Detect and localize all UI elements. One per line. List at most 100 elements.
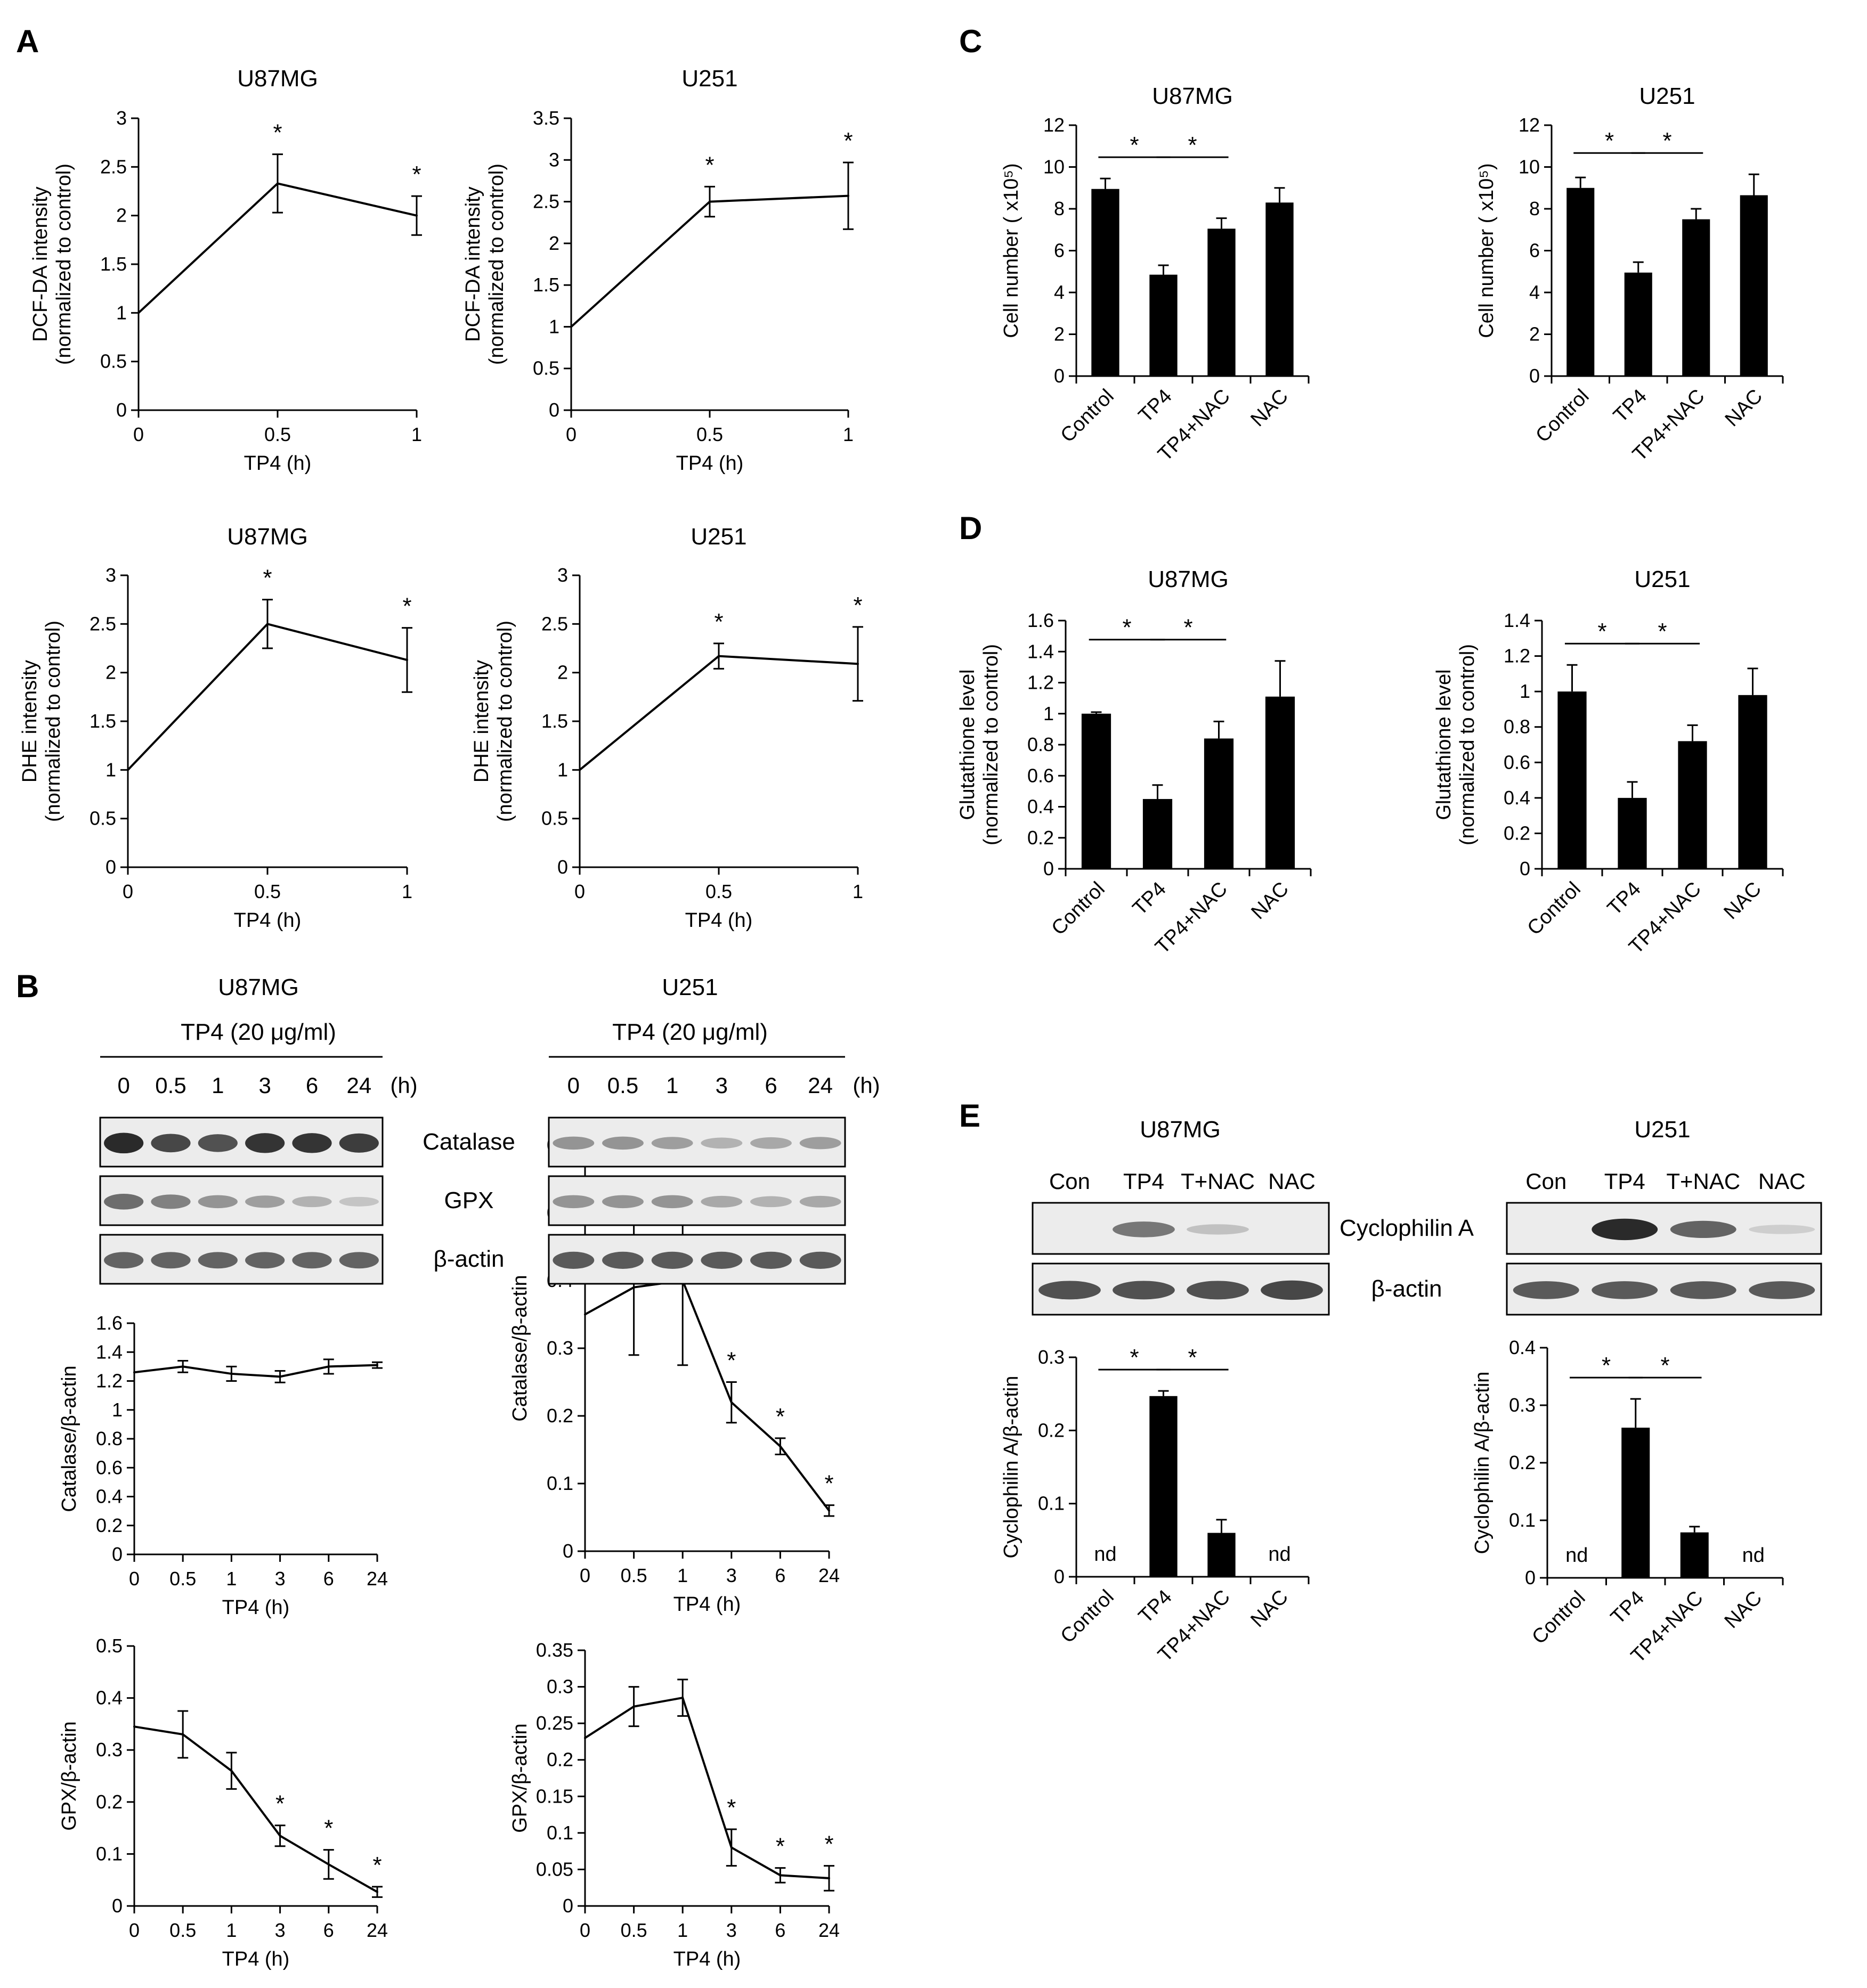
C2-sig-star: * [1662,128,1671,154]
blot-b-0-0-band [151,1134,191,1153]
C2-ytick-label: 2 [1529,323,1540,345]
blot-b-0-1-band [245,1195,285,1208]
blot-e-1-0-band [1670,1220,1736,1239]
C2-bar [1624,272,1652,376]
B3-ytick-label: 0.5 [96,1635,123,1657]
lane-label: T+NAC [1666,1169,1740,1194]
blot-b-1-0-band [651,1137,693,1150]
B3-sig-star: * [324,1815,333,1842]
B2-xtick-label: 24 [818,1565,840,1586]
blot-b-0-0-band [245,1133,285,1153]
C2-bar [1740,195,1768,376]
A4-data-point [857,663,859,665]
D1-bar [1142,799,1173,869]
chart-A1: 0 0.5 1 1.5 2 2.5 3 DCF-DA intensity (normalized… [29,66,422,475]
C1-ytick-label: 8 [1054,198,1065,219]
C1-ytick-label: 4 [1054,281,1065,303]
blot-b-0-1-band [292,1196,332,1208]
blot-b-1-1-band [750,1196,792,1208]
C2-title: U251 [1639,83,1695,109]
A4-xtick-label: 0.5 [705,881,732,902]
B1-xlabel: TP4 (h) [222,1596,290,1619]
E1-ytick-label: 0.1 [1038,1493,1065,1514]
B2-ytick-label: 0.2 [547,1405,573,1427]
D2-title: U251 [1634,566,1690,592]
C2-category-label: Control [1531,385,1593,447]
C1-ytick-label: 2 [1054,323,1065,345]
blot-b-0-0-band [104,1132,144,1154]
B1-xtick-label: 24 [367,1568,388,1590]
B3-ytick-label: 0.3 [96,1739,123,1761]
chart-E1: 0 0.1 0.2 0.3 Cyclophilin A/β-actin nd Control… [1000,1345,1310,1666]
A4-ylabel: DHE intensity [470,660,493,783]
blot-b-0-0-membrane [99,1117,384,1168]
A2-title: U251 [681,66,737,92]
B3-xtick-label: 24 [367,1919,388,1941]
E1-category-label: Control [1057,1586,1118,1648]
B4-data-point [632,1705,635,1708]
A2-ytick-label: 3 [549,149,559,170]
blot-b-1-2-membrane [548,1234,846,1285]
E1-bar-label: nd [1094,1543,1116,1566]
D1-bar [1081,713,1111,869]
B2-xtick-label: 0.5 [621,1565,647,1586]
blot-b-0-0-band [292,1133,332,1153]
B3-sig-star: * [275,1791,285,1817]
A4-ytick-label: 3 [557,564,568,586]
A4-ytick-label: 0 [557,856,568,878]
lane-label: 0 [117,1073,129,1098]
B4-data-point [584,1737,586,1739]
A4-ytick-label: 0.5 [541,808,568,829]
B4-data-point [681,1697,684,1699]
chart-B4: 0 0.05 0.1 0.15 0.2 0.25 0.3 0.35 GPX/β-actin 0 0.… [509,1639,840,1970]
lane-label: 0 [567,1073,580,1098]
A2-ytick-label: 1 [549,315,559,337]
lane-label: Con [1049,1169,1090,1194]
D1-ytick-label: 0.4 [1027,796,1054,818]
A4-xtick-label: 1 [853,881,863,902]
blot-b-1-2-band [602,1251,644,1269]
blot-b-1-2-band [799,1251,841,1269]
B4-ytick-label: 0 [563,1895,573,1917]
B4-sig-star: * [824,1831,833,1857]
blot-b-1-2-band [750,1251,792,1269]
B4-data-point [779,1874,782,1877]
A1-ytick-label: 2.5 [100,156,127,177]
blot-b-0-2-band [245,1252,285,1269]
A3-xlabel: TP4 (h) [234,909,302,932]
chart-D2: 0 0.2 0.4 0.6 0.8 1 1.2 1.4 Glutathione level (no… [1433,566,1784,958]
A3-ytick-label: 2 [105,662,116,683]
lane-label: 3 [716,1073,728,1098]
D1-ytick-label: 1.4 [1027,640,1054,662]
B3-xtick-label: 1 [226,1919,237,1941]
A4-ytick-label: 2 [557,662,568,683]
lane-label: 6 [765,1073,777,1098]
E2-sig-star: * [1660,1353,1669,1379]
B3-xtick-label: 3 [275,1919,286,1941]
chart-A3: 0 0.5 1 1.5 2 2.5 3 DHE intensity (normalized to… [19,524,412,932]
blot-b-0-0-band [339,1133,379,1153]
lane-label: 1 [666,1073,678,1098]
A2-ytick-label: 3.5 [533,107,559,129]
panel-label-a: A [16,23,39,59]
B3-series-line [134,1725,378,1893]
C2-ytick-label: 10 [1519,156,1540,178]
blot-b-0-1-membrane [99,1175,384,1226]
B1-ytick-label: 0.8 [96,1428,123,1449]
D1-ytick-label: 1.2 [1027,672,1054,694]
C2-bar [1566,188,1595,376]
A2-ytick-label: 2 [549,232,559,254]
A3-ylabel: (normalized to control) [42,621,64,822]
C1-bar [1265,202,1294,376]
C1-category-label: Control [1057,385,1118,447]
D1-title: U87MG [1148,566,1229,592]
B4-xtick-label: 6 [775,1919,785,1941]
C1-ylabel: Cell number ( x10⁵) [1000,163,1022,338]
B2-ytick-label: 0.1 [547,1472,573,1494]
E2-ylabel: Cyclophilin A/β-actin [1471,1372,1493,1554]
A2-ytick-label: 0.5 [533,357,559,379]
C1-bar [1207,229,1236,376]
B4-ylabel: GPX/β-actin [509,1723,531,1833]
B1-data-point [279,1375,281,1378]
A1-ytick-label: 0 [116,399,127,421]
